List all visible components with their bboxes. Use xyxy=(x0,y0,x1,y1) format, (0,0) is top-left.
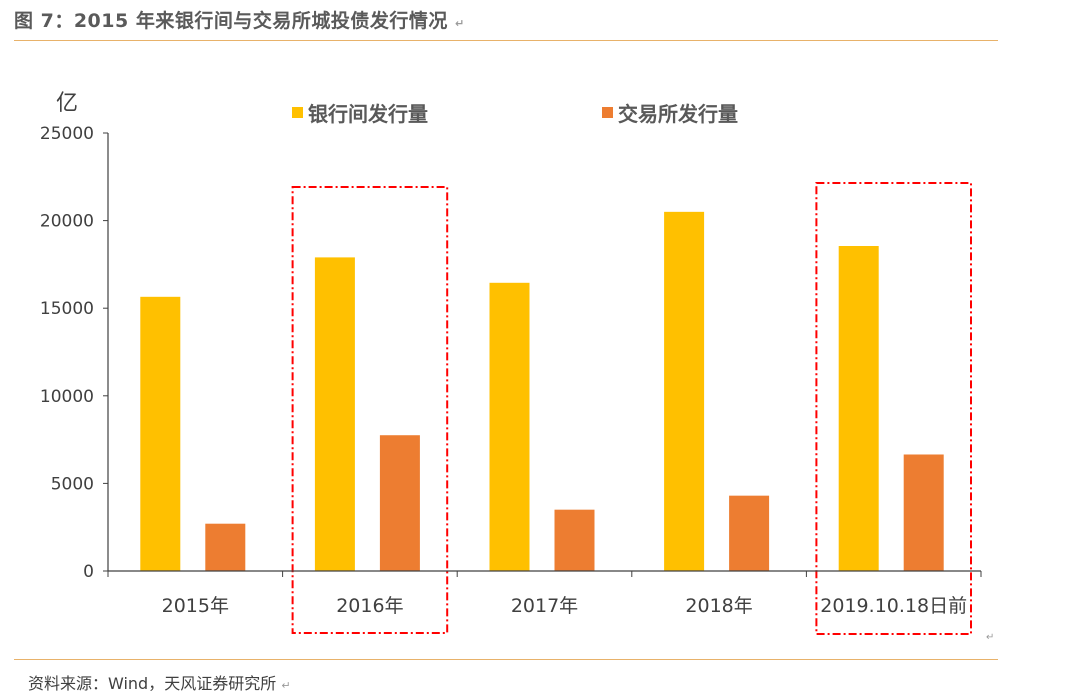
source-text: 资料来源：Wind，天风证券研究所 xyxy=(28,674,277,693)
paragraph-mark-icon: ↵ xyxy=(454,17,465,30)
legend-swatch-interbank xyxy=(292,107,303,118)
highlight-box xyxy=(291,186,449,634)
x-tick-label: 2016年 xyxy=(336,595,403,617)
bar-interbank xyxy=(489,282,530,571)
source-divider xyxy=(14,659,998,660)
x-tick-label: 2017年 xyxy=(511,595,578,617)
highlight-box xyxy=(815,182,973,635)
bar-exchange xyxy=(554,509,595,571)
bar-exchange xyxy=(205,523,246,571)
bar-interbank xyxy=(140,296,181,571)
bar-exchange xyxy=(379,435,420,571)
figure-title: 图 7：2015 年来银行间与交易所城投债发行情况 ↵ xyxy=(14,6,465,33)
x-tick-label: 2019.10.18日前 xyxy=(820,595,967,617)
y-tick-label: 0 xyxy=(83,562,94,582)
bar-interbank xyxy=(314,257,355,571)
bar-exchange xyxy=(729,495,770,571)
x-tick-label: 2018年 xyxy=(685,595,752,617)
x-tick-label: 2015年 xyxy=(162,595,229,617)
bar-interbank xyxy=(838,246,879,571)
paragraph-mark-icon: ↵ xyxy=(281,679,291,692)
y-tick-label: 25000 xyxy=(40,124,94,144)
paragraph-mark-icon: ↵ xyxy=(986,632,995,643)
legend-label-interbank: 银行间发行量 xyxy=(308,102,428,126)
legend-label-exchange: 交易所发行量 xyxy=(618,102,738,126)
legend-swatch-exchange xyxy=(602,107,613,118)
y-tick-label: 15000 xyxy=(40,299,94,319)
source-note: 资料来源：Wind，天风证券研究所 ↵ xyxy=(28,670,291,694)
bar-exchange xyxy=(903,454,944,571)
figure-title-text: 图 7：2015 年来银行间与交易所城投债发行情况 xyxy=(14,10,448,32)
y-tick-label: 10000 xyxy=(40,387,94,407)
bar-interbank xyxy=(664,211,705,571)
y-tick-label: 5000 xyxy=(51,474,94,494)
y-tick-label: 20000 xyxy=(40,212,94,232)
y-axis-label: 亿 xyxy=(56,91,78,116)
title-divider xyxy=(14,40,998,41)
